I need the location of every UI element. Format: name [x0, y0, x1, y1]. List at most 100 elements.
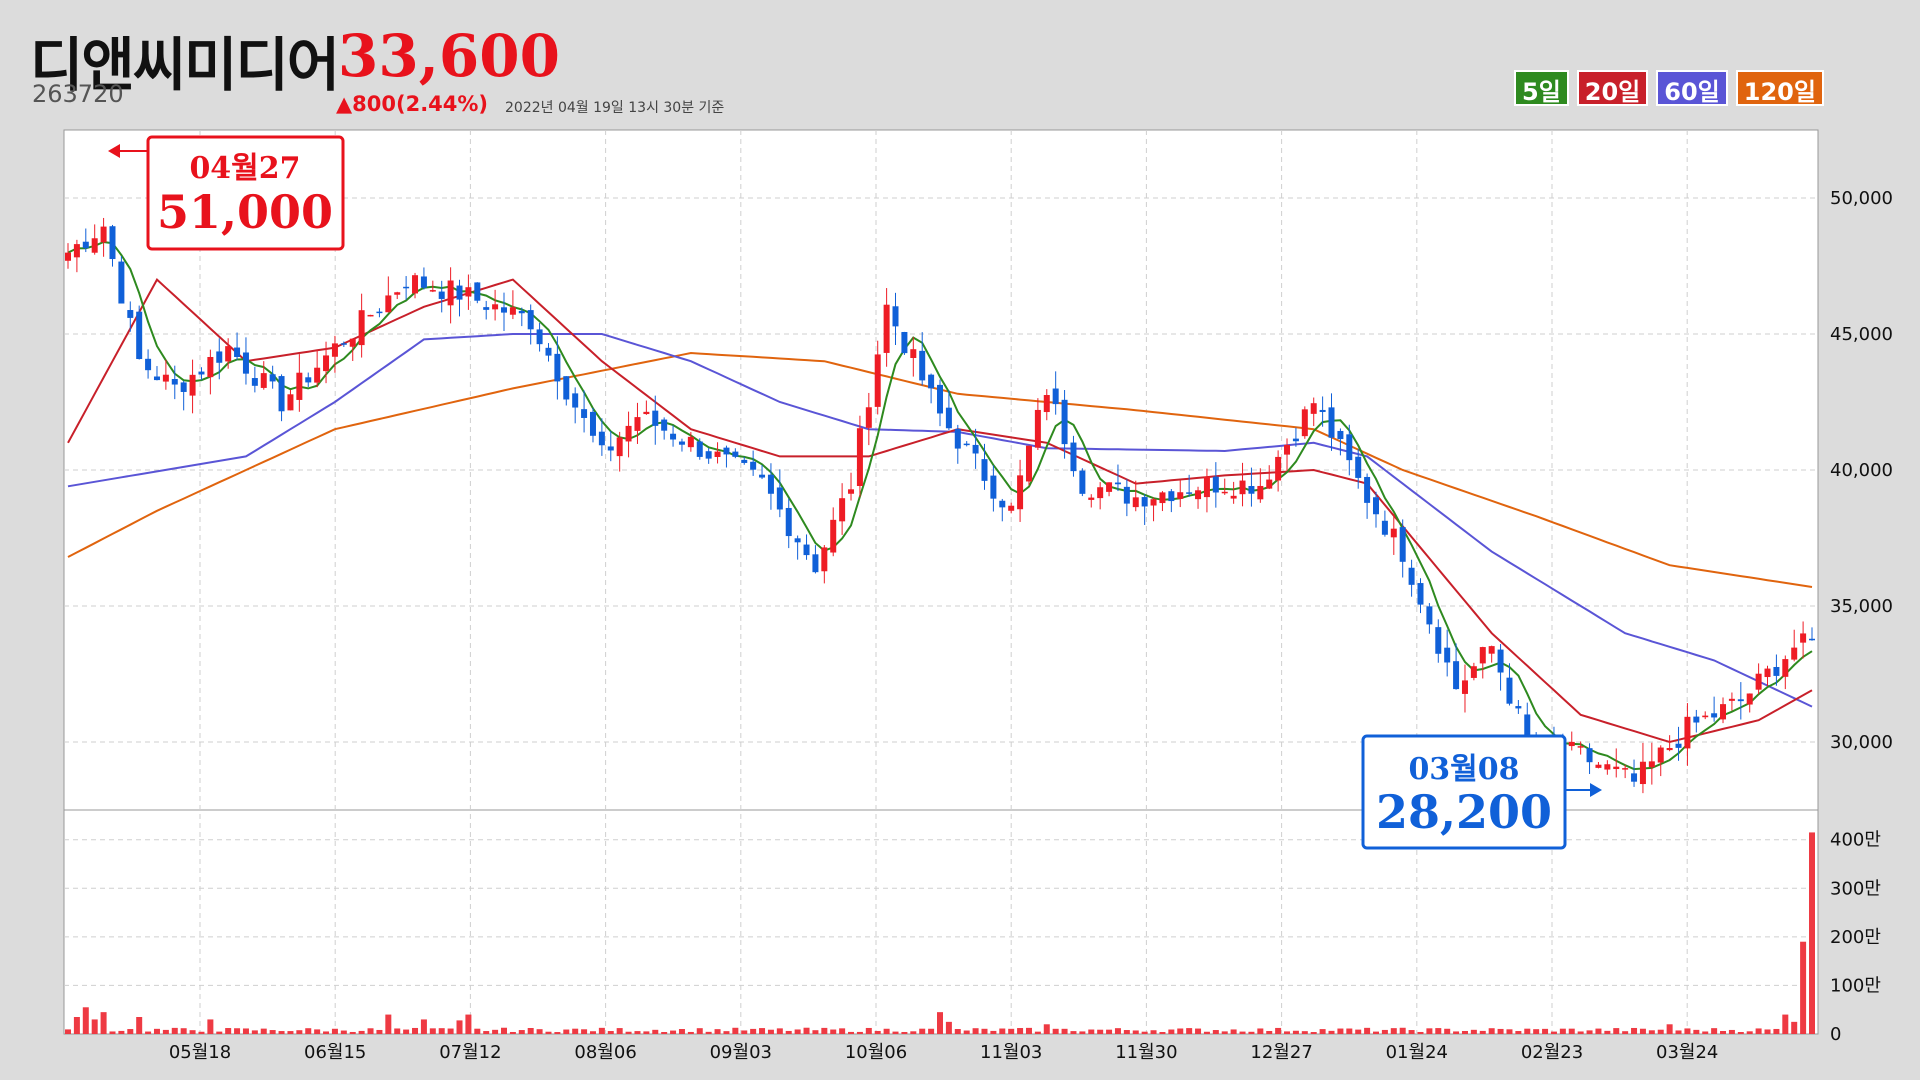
candle-body [589, 411, 596, 436]
candle-body [634, 417, 641, 431]
candle-body [1052, 388, 1059, 405]
volume-bar [153, 1028, 160, 1034]
candle-body [331, 343, 338, 357]
volume-bar [180, 1028, 187, 1034]
candle-body [180, 382, 187, 392]
candle-body [1444, 647, 1451, 663]
candle-body [269, 374, 276, 382]
volume-bar [171, 1027, 178, 1034]
volume-bar [1212, 1030, 1219, 1034]
candle-body [1782, 659, 1789, 677]
candle-body [1114, 482, 1121, 485]
candle-body [1088, 497, 1095, 500]
candle-body [465, 287, 472, 297]
volume-bar [483, 1031, 490, 1034]
legend-ma120[interactable]: 120일 [1735, 70, 1824, 106]
candle-body [670, 433, 677, 440]
candle-body [1381, 520, 1388, 535]
candle-body [1212, 476, 1219, 493]
volume-bar [589, 1031, 596, 1034]
volume-bar [1319, 1029, 1326, 1034]
volume-bar [652, 1029, 659, 1034]
volume-bar [1631, 1027, 1638, 1034]
candle-body [812, 554, 819, 573]
candle-body [1809, 638, 1815, 641]
candle-body [856, 428, 863, 487]
volume-bar [314, 1029, 321, 1034]
candle-body [1666, 747, 1673, 751]
candle-body [1453, 661, 1460, 690]
candle-body [741, 459, 748, 463]
candle-body [225, 346, 232, 362]
candle-body [1755, 673, 1762, 690]
volume-bar [1399, 1027, 1406, 1034]
candle-body [1346, 434, 1353, 461]
price-axis-label: 30,000 [1830, 732, 1893, 753]
candle-body [1239, 480, 1246, 495]
candle-body [1586, 748, 1593, 763]
volume-bar [1711, 1028, 1718, 1034]
volume-bar [1666, 1024, 1673, 1034]
volume-bar [999, 1028, 1006, 1034]
legend-ma5[interactable]: 5일 [1514, 70, 1569, 106]
volume-bar [634, 1031, 641, 1034]
volume-bar [207, 1019, 214, 1034]
volume-bar [981, 1028, 988, 1034]
volume-bar [1470, 1029, 1477, 1034]
candle-body [1230, 495, 1237, 499]
volume-bar [1435, 1028, 1442, 1034]
volume-bar [91, 1019, 98, 1034]
legend-ma60[interactable]: 60일 [1656, 70, 1728, 106]
volume-bar [741, 1030, 748, 1034]
volume-bar [1070, 1031, 1077, 1034]
candle-body [376, 311, 383, 314]
low-value: 28,200 [1376, 785, 1552, 839]
candle-body [1693, 716, 1700, 723]
volume-bar [581, 1029, 588, 1034]
legend-ma20[interactable]: 20일 [1576, 70, 1649, 106]
candle-body [501, 307, 507, 313]
volume-bar [723, 1031, 730, 1034]
volume-bar [1764, 1029, 1771, 1034]
volume-bar [198, 1031, 205, 1034]
date-axis-label: 12월27 [1250, 1042, 1312, 1063]
date-axis-label: 11월03 [980, 1042, 1042, 1063]
candle-body [883, 304, 890, 353]
volume-bar [643, 1031, 650, 1034]
candle-body [687, 436, 694, 448]
high-date: 04월27 [189, 151, 300, 186]
candle-body [1426, 606, 1433, 625]
volume-axis-label: 0 [1830, 1024, 1841, 1045]
candle-body [65, 252, 71, 261]
candle-body [848, 489, 855, 494]
candle-body [1123, 486, 1130, 504]
volume-bar [1800, 941, 1807, 1034]
candle-body [1461, 680, 1468, 694]
candle-body [1791, 647, 1798, 660]
candle-body [1417, 583, 1424, 605]
candle-body [767, 474, 774, 494]
volume-bar [1106, 1029, 1113, 1034]
price-change: ▲800(2.44%) [336, 92, 489, 116]
volume-bar [358, 1030, 365, 1034]
volume-bar [527, 1027, 534, 1034]
candle-body [1497, 649, 1504, 673]
moving-average-legend: 5일 20일 60일 120일 [1514, 70, 1824, 106]
volume-bar [1177, 1028, 1184, 1034]
volume-bar [1720, 1031, 1727, 1034]
volume-bar [1275, 1027, 1282, 1034]
candle-body [928, 374, 935, 389]
candle-body [919, 350, 926, 381]
volume-bar [1257, 1028, 1264, 1034]
volume-bar [687, 1031, 694, 1034]
candle-body [616, 437, 623, 457]
candle-body [865, 407, 872, 428]
date-axis-label: 03월24 [1656, 1042, 1718, 1063]
volume-bar [1284, 1031, 1291, 1034]
volume-axis-label: 100만 [1830, 975, 1881, 996]
candle-body [1435, 627, 1442, 654]
candle-body [438, 291, 445, 299]
candle-body [803, 544, 810, 556]
candle-body [1470, 666, 1477, 678]
candle-body [1524, 714, 1531, 739]
